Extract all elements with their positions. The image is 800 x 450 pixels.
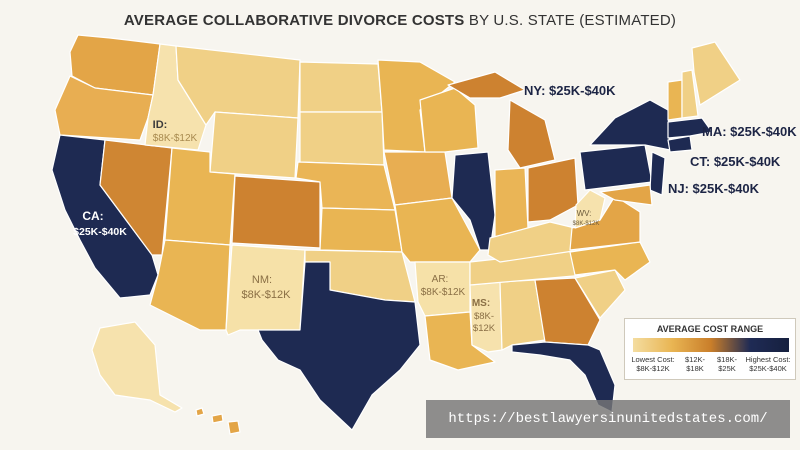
label-wv-code: WV: — [577, 209, 592, 218]
state-south-carolina — [574, 269, 626, 319]
label-id-code: ID: — [153, 119, 168, 131]
state-illinois — [451, 151, 496, 251]
state-west-virginia — [574, 189, 606, 229]
label-nj: NJ: $25K-$40K — [668, 181, 760, 196]
legend-label-lowest: Lowest Cost: $8K-$12K — [627, 355, 679, 373]
legend-label-highest: Highest Cost: $25K-$40K — [741, 355, 795, 373]
state-ohio — [527, 157, 579, 223]
state-new-hampshire — [681, 69, 699, 119]
state-hawaii-3 — [227, 420, 241, 435]
title-bold: AVERAGE COLLABORATIVE DIVORCE COSTS — [123, 12, 465, 29]
state-connecticut — [667, 135, 693, 153]
state-michigan — [507, 99, 556, 169]
state-michigan-upper — [447, 71, 526, 99]
state-indiana — [494, 167, 529, 239]
state-new-jersey — [649, 151, 666, 196]
label-ms-code: MS: — [472, 298, 490, 309]
legend-label-low-line2: $18K — [686, 364, 704, 373]
legend-title: AVERAGE COST RANGE — [656, 324, 764, 334]
state-north-dakota — [299, 61, 383, 113]
state-vermont — [667, 79, 683, 121]
legend-label-mid: $18K- $25K — [713, 355, 741, 373]
map-title: AVERAGE COLLABORATIVE DIVORCE COSTS BY U… — [0, 12, 800, 29]
state-new-york — [589, 99, 671, 151]
state-alaska — [91, 321, 183, 413]
legend-label-mid-line2: $25K — [718, 364, 736, 373]
state-kansas — [319, 207, 403, 253]
state-wyoming — [209, 111, 299, 179]
state-pennsylvania — [579, 144, 653, 191]
label-id-range: $8K-$12K — [153, 133, 198, 144]
label-ct: CT: $25K-$40K — [690, 154, 781, 169]
label-nm-code: NM: — [252, 274, 272, 286]
legend-label-low-line1: $12K- — [684, 355, 705, 364]
label-ar-code: AR: — [432, 274, 449, 285]
label-wv-range: $8K-$12K — [573, 221, 600, 227]
label-ms-range1: $8K- — [474, 311, 494, 322]
label-nm-range: $8K-$12K — [242, 289, 292, 301]
title-light: BY U.S. STATE (ESTIMATED) — [468, 12, 677, 29]
state-maine — [691, 41, 741, 106]
label-ar-range: $8K-$12K — [421, 287, 466, 298]
legend-label-highest-line1: Highest Cost: — [745, 355, 791, 364]
state-south-dakota — [299, 111, 385, 166]
label-ma: MA: $25K-$40K — [702, 124, 797, 139]
legend-label-lowest-line2: $8K-$12K — [636, 364, 670, 373]
legend-color-bar — [633, 338, 789, 352]
state-hawaii-2 — [211, 413, 224, 424]
state-massachusetts — [667, 117, 713, 139]
legend: AVERAGE COST RANGE Lowest Cost: $8K-$12K… — [624, 318, 796, 380]
state-colorado — [231, 175, 321, 249]
legend-label-lowest-line1: Lowest Cost: — [631, 355, 675, 364]
label-ny: NY: $25K-$40K — [524, 83, 616, 98]
state-iowa — [383, 151, 453, 206]
state-hawaii-1 — [195, 407, 205, 417]
state-arizona — [149, 239, 231, 331]
label-ms-range2: $12K — [473, 323, 496, 334]
label-ca-range: $25K-$40K — [73, 226, 127, 238]
state-oregon — [54, 75, 154, 141]
legend-label-low: $12K- $18K — [681, 355, 709, 373]
legend-label-mid-line1: $18K- — [716, 355, 737, 364]
state-texas — [257, 261, 421, 431]
state-louisiana — [424, 311, 496, 371]
state-georgia — [534, 277, 601, 346]
legend-label-highest-line2: $25K-$40K — [749, 364, 787, 373]
state-maryland — [599, 184, 653, 206]
watermark-url: https://bestlawyersinunitedstates.com/ — [426, 400, 790, 438]
label-ca-code: CA: — [82, 209, 103, 223]
